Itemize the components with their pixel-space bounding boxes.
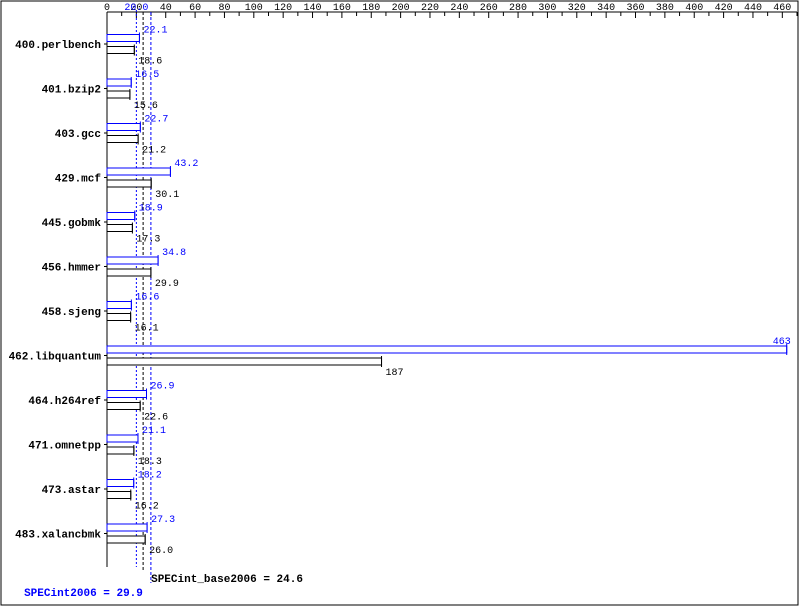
base-bar: [107, 91, 130, 98]
peak-bar: [107, 79, 131, 86]
base-value: 16.1: [135, 324, 159, 335]
base-value: 187: [386, 368, 404, 379]
axis-tick-label: 80: [218, 3, 230, 14]
base-value: 15.6: [134, 101, 158, 112]
axis-tick-label: 400: [685, 3, 703, 14]
axis-tick-label: 120: [274, 3, 292, 14]
axis-tick-label: 40: [160, 3, 172, 14]
base-value: 29.9: [155, 279, 179, 290]
axis-tick-label: 260: [480, 3, 498, 14]
axis-tick-label: 160: [333, 3, 351, 14]
benchmark-label: 429.mcf: [55, 174, 102, 186]
benchmark-label: 456.hmmer: [42, 263, 101, 275]
peak-bar: [107, 346, 787, 353]
peak-bar: [107, 524, 147, 531]
peak-value: 43.2: [174, 159, 198, 170]
base-value: 30.1: [155, 190, 179, 201]
benchmark-label: 401.bzip2: [42, 85, 101, 97]
axis-tick-label: 280: [509, 3, 527, 14]
axis-tick-label: 300: [538, 3, 556, 14]
peak-bar: [107, 213, 135, 220]
peak-value: 27.3: [151, 515, 175, 526]
axis-tick-label: 320: [568, 3, 586, 14]
peak-value: 21.1: [142, 426, 166, 437]
base-ref-label: SPECint_base2006 = 24.6: [151, 574, 303, 586]
peak-bar: [107, 35, 139, 42]
benchmark-label: 403.gcc: [55, 129, 101, 141]
base-bar: [107, 47, 134, 54]
peak-bar: [107, 302, 131, 309]
base-value: 18.3: [138, 457, 162, 468]
axis-tick-label: 140: [304, 3, 322, 14]
axis-tick-label: 240: [450, 3, 468, 14]
axis-tick-label: 100: [245, 3, 263, 14]
peak-bar: [107, 257, 158, 264]
peak-bar: [107, 480, 134, 487]
axis-tick-label: 220: [421, 3, 439, 14]
base-bar: [107, 269, 151, 276]
peak-value: 22.7: [144, 115, 168, 126]
axis-tick-label: 200: [392, 3, 410, 14]
base-bar: [107, 536, 145, 543]
axis-tick-label: 340: [597, 3, 615, 14]
base-bar: [107, 403, 140, 410]
peak-bar: [107, 435, 138, 442]
benchmark-label: 464.h264ref: [28, 396, 101, 408]
peak-value: 463: [773, 337, 791, 348]
benchmark-label: 458.sjeng: [42, 307, 101, 319]
peak-bar: [107, 124, 140, 131]
axis-tick-label: 440: [744, 3, 762, 14]
peak-value: 18.2: [138, 471, 162, 482]
peak-value: 22.1: [143, 26, 167, 37]
benchmark-label: 445.gobmk: [42, 218, 102, 230]
peak-value: 16.5: [135, 70, 159, 81]
spec-chart: 0204060801001201401601802002202402602803…: [0, 0, 799, 606]
base-bar: [107, 180, 151, 187]
base-bar: [107, 447, 134, 454]
base-value: 21.2: [142, 146, 166, 157]
base-value: 17.3: [136, 235, 160, 246]
base-value: 16.2: [135, 502, 159, 513]
peak-bar: [107, 168, 170, 175]
benchmark-label: 471.omnetpp: [28, 441, 101, 453]
base-value: 26.0: [149, 546, 173, 557]
benchmark-label: 462.libquantum: [9, 352, 102, 364]
base-bar: [107, 136, 138, 143]
peak-ref-label: SPECint2006 = 29.9: [24, 588, 143, 600]
axis-tick-label: 420: [715, 3, 733, 14]
peak-value: 18.9: [139, 204, 163, 215]
base-bar: [107, 314, 131, 321]
highlight-tick-label: 20.0: [124, 3, 148, 14]
base-bar: [107, 492, 131, 499]
axis-tick-label: 360: [627, 3, 645, 14]
axis-tick-label: 460: [773, 3, 791, 14]
benchmark-label: 473.astar: [42, 485, 101, 497]
benchmark-label: 400.perlbench: [15, 40, 101, 52]
axis-tick-label: 180: [362, 3, 380, 14]
base-value: 22.6: [144, 413, 168, 424]
axis-tick-label: 380: [656, 3, 674, 14]
peak-bar: [107, 391, 146, 398]
peak-value: 34.8: [162, 248, 186, 259]
benchmark-label: 483.xalancbmk: [15, 530, 101, 542]
axis-tick-label: 60: [189, 3, 201, 14]
base-bar: [107, 225, 132, 232]
peak-value: 16.6: [135, 293, 159, 304]
base-bar: [107, 358, 382, 365]
peak-value: 26.9: [150, 382, 174, 393]
base-value: 18.6: [138, 57, 162, 68]
